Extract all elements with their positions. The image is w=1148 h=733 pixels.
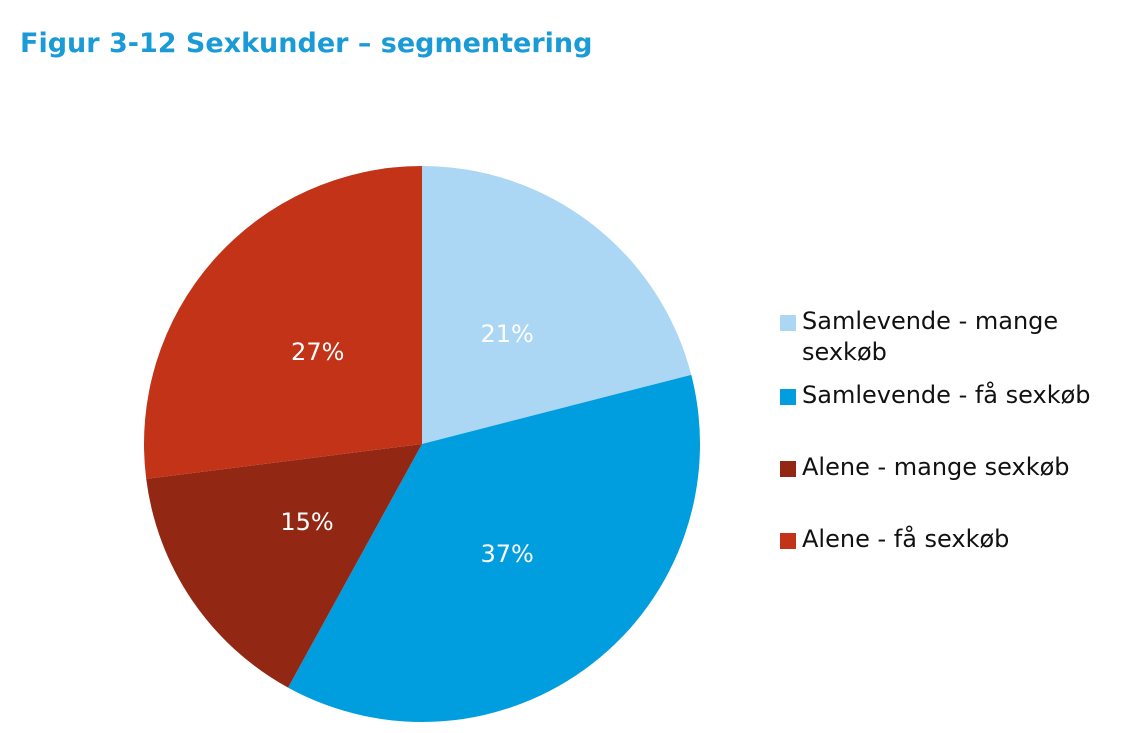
pie-slice-labels: 21% 37% 15% 27% <box>280 320 533 568</box>
legend-item-samlevende-faa: Samlevende - få sexkøb <box>780 380 1130 411</box>
legend-item-alene-faa: Alene - få sexkøb <box>780 524 1130 555</box>
pie-slices <box>143 166 701 723</box>
legend-swatch <box>780 533 796 549</box>
pie-slice-2 <box>146 444 422 688</box>
legend-label: Samlevende - mange sexkøb <box>802 307 1059 366</box>
legend-swatch <box>780 461 796 477</box>
legend-swatch <box>780 315 796 331</box>
pie-slice-label-2: 15% <box>280 508 333 536</box>
legend-item-samlevende-mange: Samlevende - mange sexkøb <box>780 306 1130 368</box>
legend-swatch <box>780 389 796 405</box>
chart-title: Figur 3-12 Sexkunder – segmentering <box>20 28 593 59</box>
pie-slice-3 <box>143 166 422 479</box>
pie-slice-1 <box>288 374 701 723</box>
legend-label: Samlevende - få sexkøb <box>802 381 1091 409</box>
pie-slice-label-1: 37% <box>481 540 534 568</box>
legend-label: Alene - mange sexkøb <box>802 453 1070 481</box>
legend-label: Alene - få sexkøb <box>802 525 1010 553</box>
legend-item-alene-mange: Alene - mange sexkøb <box>780 452 1130 483</box>
pie-slice-label-0: 21% <box>481 320 534 348</box>
legend: Samlevende - mange sexkøb Samlevende - f… <box>780 306 1130 555</box>
pie-slice-0 <box>422 166 692 444</box>
pie-slice-label-3: 27% <box>291 338 344 366</box>
